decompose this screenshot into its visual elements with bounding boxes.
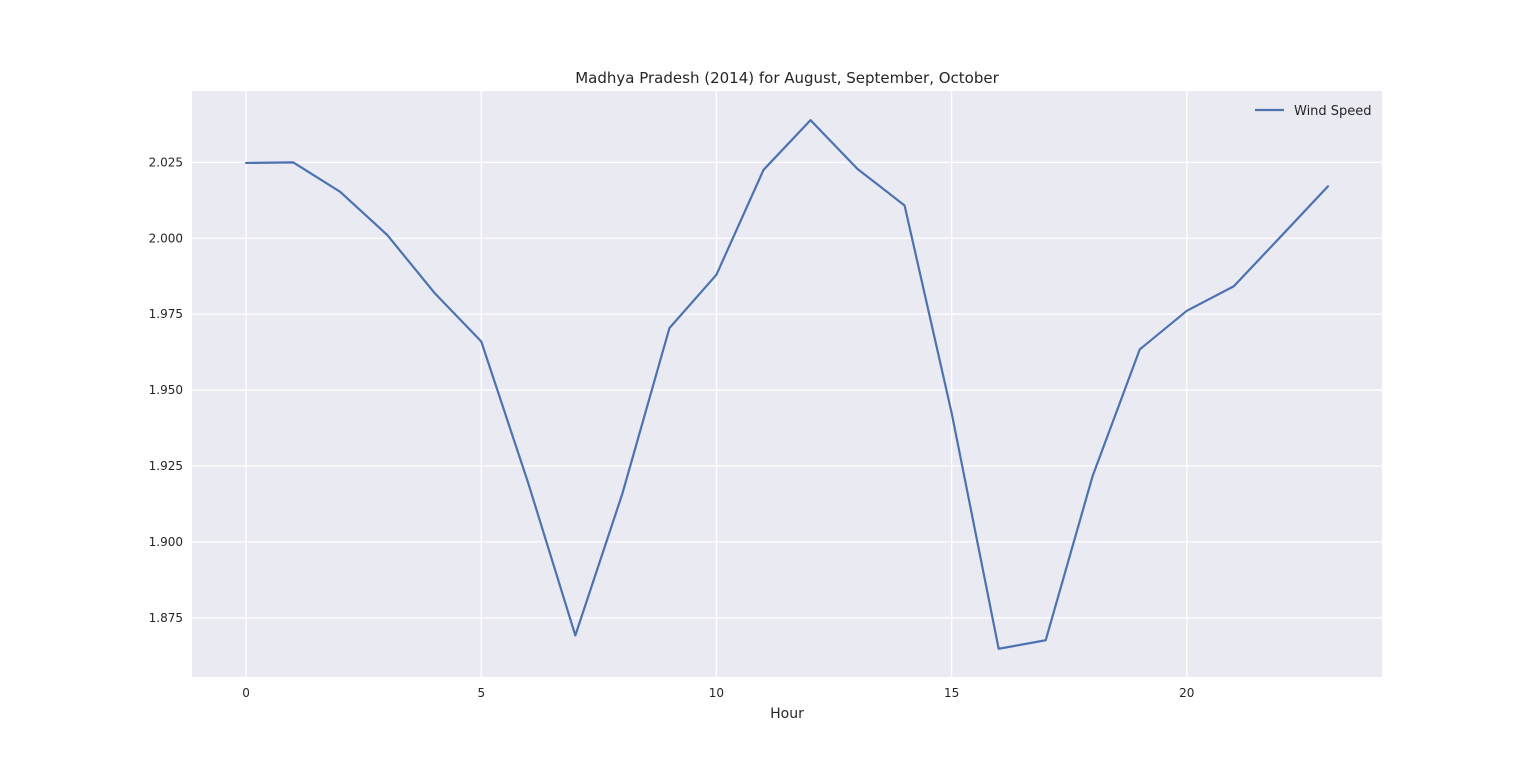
chart-title: Madhya Pradesh (2014) for August, Septem… (575, 69, 999, 87)
y-tick-label: 1.950 (149, 383, 183, 397)
x-axis-label: Hour (770, 706, 804, 722)
plot-area (192, 91, 1382, 677)
x-tick-label: 10 (709, 686, 724, 700)
series-line-wind-speed (244, 119, 1330, 650)
x-tick-label: 5 (477, 686, 485, 700)
y-tick-label: 2.025 (149, 155, 183, 169)
y-tick-label: 1.925 (149, 459, 183, 473)
y-tick-label: 1.875 (149, 611, 183, 625)
legend: Wind Speed (1255, 104, 1372, 119)
y-tick-label: 1.900 (149, 535, 183, 549)
x-tick-label: 0 (242, 686, 250, 700)
x-tick-label: 20 (1179, 686, 1194, 700)
y-tick-label: 1.975 (149, 307, 183, 321)
legend-label-wind-speed: Wind Speed (1294, 104, 1372, 119)
y-tick-label: 2.000 (149, 231, 183, 245)
x-axis-ticks: 0 5 10 15 20 (242, 686, 1194, 700)
x-tick-label: 15 (944, 686, 959, 700)
y-axis-ticks: 1.875 1.900 1.925 1.950 1.975 2.000 2.025 (149, 155, 183, 624)
series-layer (244, 119, 1330, 650)
